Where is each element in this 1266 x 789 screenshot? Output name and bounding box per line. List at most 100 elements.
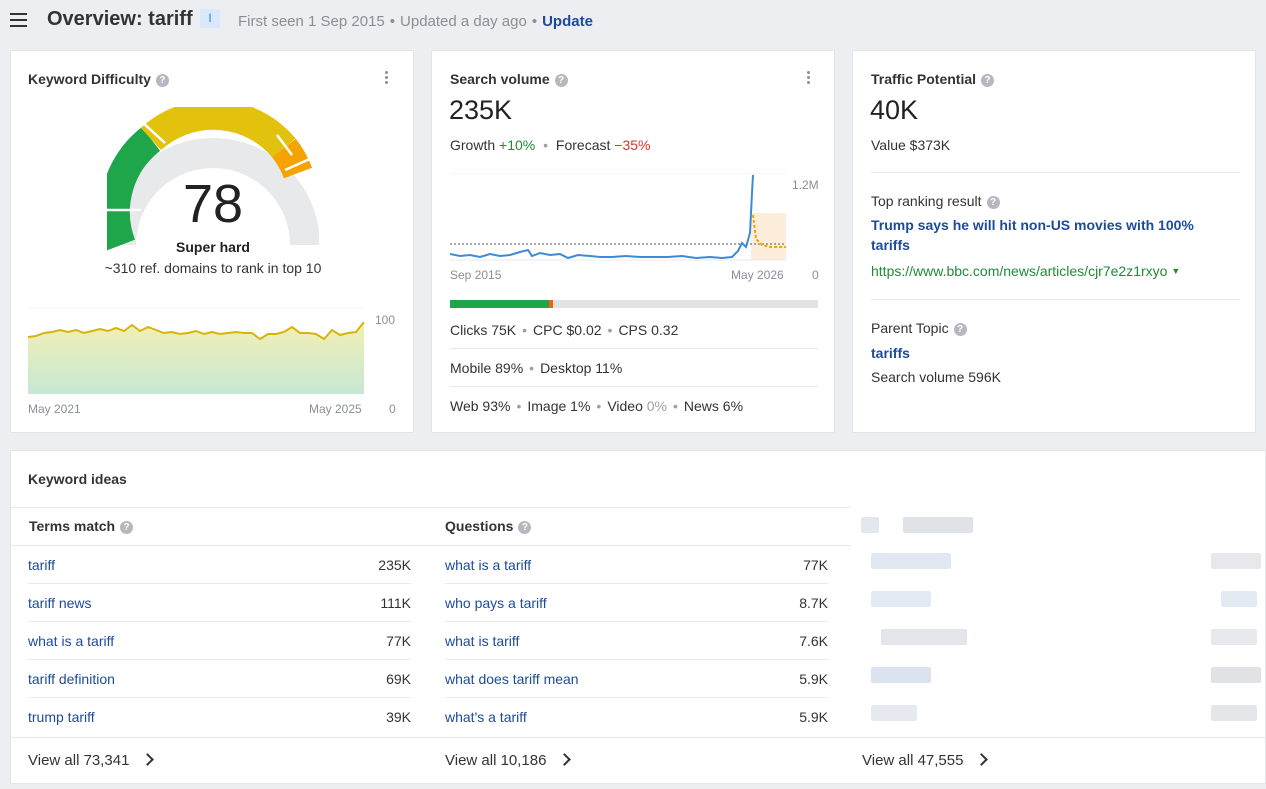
- page-title: Overview: tariff: [47, 8, 193, 30]
- keyword-link[interactable]: what is a tariff: [28, 633, 115, 649]
- page-header: Overview: tariff I First seen 1 Sep 2015…: [0, 0, 1266, 42]
- tp-parent-topic[interactable]: tariffs: [871, 345, 910, 361]
- tp-top-result-title-2[interactable]: tariffs: [871, 237, 910, 253]
- sv-device-line: Mobile 89% • Desktop 11%: [450, 360, 623, 376]
- sv-growth-line: Growth +10% • Forecast −35%: [450, 137, 651, 153]
- list-item: what does tariff mean 5.9K: [445, 660, 828, 698]
- keyword-link[interactable]: trump tariff: [28, 709, 95, 725]
- sv-chart-xend: May 2026: [731, 268, 784, 282]
- sv-news: News 6%: [683, 398, 744, 414]
- search-volume-card: Search volume? 235K Growth +10% • Foreca…: [431, 50, 835, 433]
- questions-view-all[interactable]: View all 10,186: [445, 752, 572, 769]
- sv-title: Search volume: [450, 71, 550, 87]
- url-dropdown-icon[interactable]: ▼: [1171, 266, 1181, 276]
- chevron-right-icon[interactable]: [558, 753, 572, 766]
- sv-more-icon[interactable]: [805, 71, 811, 87]
- sv-video-value: 0%: [646, 398, 667, 414]
- questions-help-icon[interactable]: ?: [518, 521, 532, 534]
- keyword-link[interactable]: tariff definition: [28, 671, 115, 687]
- keyword-link[interactable]: what is a tariff: [445, 557, 532, 573]
- kd-title: Keyword Difficulty: [28, 71, 151, 87]
- tp-title-wrap: Traffic Potential?: [871, 71, 995, 87]
- tp-top-result-wrap: Top ranking result?: [871, 193, 1000, 209]
- tp-parent-topic-label: Parent Topic: [871, 320, 949, 336]
- traffic-potential-card: Traffic Potential? 40K Value $373K Top r…: [852, 50, 1256, 433]
- kd-score: 78: [182, 174, 244, 234]
- list-item: what is a tariff 77K: [28, 622, 411, 660]
- list-item: what is tariff 7.6K: [445, 622, 828, 660]
- terms-help-icon[interactable]: ?: [120, 521, 134, 534]
- keyword-link[interactable]: what's a tariff: [445, 709, 527, 725]
- blurred-column: [851, 497, 1261, 737]
- sv-growth-label: Growth: [450, 137, 496, 153]
- kd-gauge-yellow: [140, 107, 296, 158]
- list-item: tariff definition 69K: [28, 660, 411, 698]
- update-link[interactable]: Update: [542, 13, 593, 30]
- list-item: tariff 235K: [28, 546, 411, 584]
- sv-clicks-line: Clicks 75K • CPC $0.02 • CPS 0.32: [450, 322, 679, 338]
- list-item: who pays a tariff 8.7K: [445, 584, 828, 622]
- list-item: what's a tariff 5.9K: [445, 698, 828, 736]
- kd-label: Super hard: [176, 239, 250, 255]
- tp-top-result-url[interactable]: https://www.bbc.com/news/articles/cjr7e2…: [871, 263, 1168, 279]
- sv-chart-ymax: 1.2M: [792, 178, 819, 192]
- tp-top-result-url-wrap[interactable]: https://www.bbc.com/news/articles/cjr7e2…: [871, 263, 1180, 279]
- sv-web: Web 93%: [450, 398, 511, 414]
- keyword-link[interactable]: what is tariff: [445, 633, 520, 649]
- first-seen-text: First seen 1 Sep 2015: [238, 13, 385, 30]
- keyword-volume: 235K: [378, 557, 411, 573]
- tp-help-icon[interactable]: ?: [981, 74, 995, 87]
- questions-view-all-label[interactable]: View all 10,186: [445, 752, 547, 769]
- sv-image: Image 1%: [527, 398, 591, 414]
- tp-top-result-help-icon[interactable]: ?: [986, 196, 1000, 209]
- header-meta: First seen 1 Sep 2015 • Updated a day ago •…: [238, 13, 593, 30]
- keyword-link[interactable]: who pays a tariff: [445, 595, 547, 611]
- keyword-volume: 77K: [803, 557, 828, 573]
- list-item: tariff news 111K: [28, 584, 411, 622]
- kd-chart-xstart: May 2021: [28, 402, 81, 416]
- ideas-title: Keyword ideas: [28, 471, 127, 487]
- list-item: what is a tariff 77K: [445, 546, 828, 584]
- updated-text: Updated a day ago: [400, 13, 527, 30]
- questions-header: Questions: [445, 518, 514, 534]
- clicks-split-organic: [450, 300, 549, 308]
- clicks-split-bar: [450, 300, 818, 308]
- third-view-all[interactable]: View all 47,555: [862, 752, 989, 769]
- keyword-volume: 39K: [386, 709, 411, 725]
- keyword-volume: 5.9K: [799, 671, 828, 687]
- keyword-link[interactable]: tariff: [28, 557, 55, 573]
- keyword-link[interactable]: tariff news: [28, 595, 92, 611]
- tp-top-result-title-1[interactable]: Trump says he will hit non-US movies wit…: [871, 217, 1194, 233]
- tp-parent-topic-help-icon[interactable]: ?: [953, 323, 967, 336]
- terms-view-all-label[interactable]: View all 73,341: [28, 752, 130, 769]
- sv-video-label: Video: [607, 398, 643, 414]
- kd-history-chart: [28, 307, 364, 394]
- terms-header-wrap: Terms match?: [29, 518, 134, 534]
- tp-parent-volume: Search volume 596K: [871, 369, 1001, 385]
- sv-growth-value: +10%: [499, 137, 536, 153]
- chevron-right-icon[interactable]: [141, 753, 155, 766]
- sv-help-icon[interactable]: ?: [554, 74, 568, 87]
- kd-help-icon[interactable]: ?: [155, 74, 169, 87]
- keyword-volume: 111K: [380, 595, 411, 611]
- sv-cps: CPS 0.32: [618, 322, 679, 338]
- keyword-link[interactable]: what does tariff mean: [445, 671, 579, 687]
- tp-value: 40K: [870, 95, 919, 125]
- keyword-volume: 8.7K: [799, 595, 828, 611]
- keyword-volume: 69K: [386, 671, 411, 687]
- kd-more-icon[interactable]: [383, 71, 389, 87]
- sv-mobile: Mobile 89%: [450, 360, 524, 376]
- terms-view-all[interactable]: View all 73,341: [28, 752, 155, 769]
- tp-parent-topic-wrap: Parent Topic?: [871, 320, 967, 336]
- sv-trend-line: [450, 174, 754, 260]
- sv-forecast-line: [752, 214, 786, 248]
- hamburger-menu-icon[interactable]: [8, 10, 28, 30]
- sv-value: 235K: [449, 95, 513, 125]
- keyword-volume: 5.9K: [799, 709, 828, 725]
- sv-chart-xstart: Sep 2015: [450, 268, 502, 282]
- keyword-ideas-card: Keyword ideas Terms match? tariff 235K ta…: [10, 450, 1266, 784]
- sv-forecast-area: [751, 213, 786, 260]
- chevron-right-icon[interactable]: [975, 753, 989, 766]
- third-view-all-label[interactable]: View all 47,555: [862, 752, 964, 769]
- sv-forecast-label: Forecast: [555, 137, 611, 153]
